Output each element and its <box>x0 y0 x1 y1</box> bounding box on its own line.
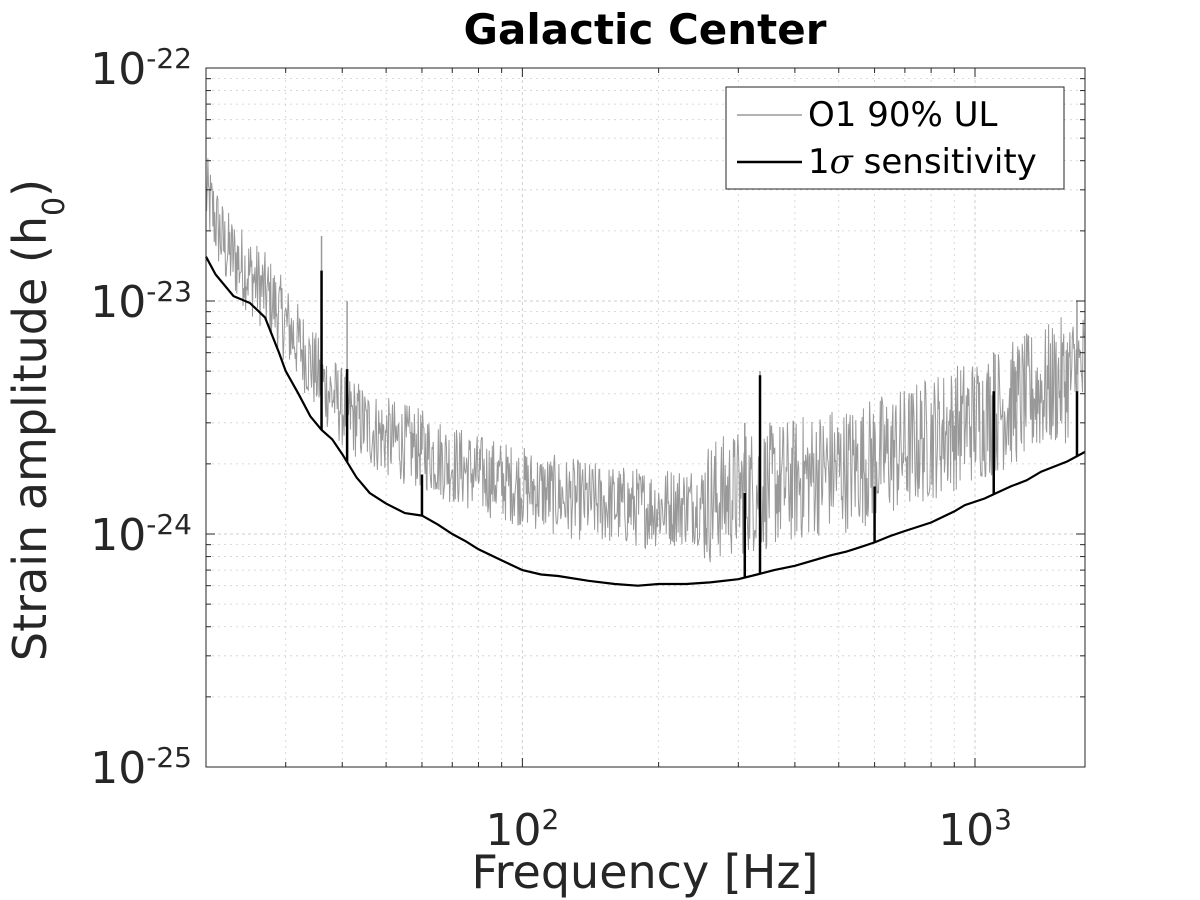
series-sensitivity-line <box>205 256 1086 587</box>
chart-title: Galactic Center <box>464 5 827 54</box>
tick-marks <box>205 68 1085 768</box>
legend-label-sensitivity-sigma: σ <box>830 142 854 182</box>
legend-label-ul: O1 90% UL <box>808 95 997 135</box>
legend-box <box>725 86 1065 190</box>
x-axis-label: Frequency [Hz] <box>472 845 819 899</box>
series-group <box>205 158 1086 587</box>
x-tick-label: 102 <box>485 803 559 857</box>
series-ul-line <box>205 158 1086 563</box>
legend-label-sensitivity-text: sensitivity <box>853 142 1037 182</box>
tick-labels: 102 103 10-22 10-23 10-24 10-25 <box>90 42 1012 857</box>
y-tick-label: 10-22 <box>90 42 192 96</box>
y-axis-label-close: ) <box>3 179 57 197</box>
y-axis-label: Strain amplitude (h0) <box>3 179 72 661</box>
y-tick-label: 10-23 <box>90 275 192 329</box>
legend-label-sensitivity-number: 1 <box>808 142 830 182</box>
legend: O1 90% UL 1σ sensitivity <box>725 86 1065 190</box>
y-tick-label: 10-24 <box>90 508 192 562</box>
y-axis-label-subscript: 0 <box>37 197 72 216</box>
x-tick-label: 103 <box>938 803 1012 857</box>
legend-label-sensitivity: 1σ sensitivity <box>808 142 1037 182</box>
y-tick-label: 10-25 <box>90 741 192 795</box>
plot-frame <box>205 67 1086 768</box>
y-axis-label-main: Strain amplitude (h <box>3 216 57 661</box>
